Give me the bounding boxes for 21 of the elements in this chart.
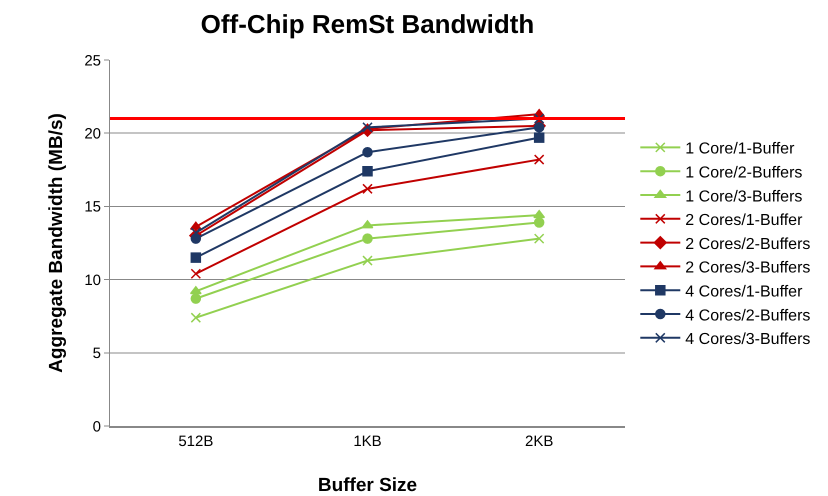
y-axis-title: Aggregate Bandwidth (MB/s) bbox=[46, 113, 67, 373]
x-axis-title: Buffer Size bbox=[318, 475, 418, 496]
legend-label: 4 Cores/3-Buffers bbox=[685, 331, 810, 348]
y-tick-label: 5 bbox=[92, 345, 101, 362]
legend-label: 4 Cores/1-Buffer bbox=[685, 283, 804, 300]
y-tick-label: 0 bbox=[92, 418, 101, 436]
legend-label: 4 Cores/2-Buffers bbox=[685, 307, 810, 324]
y-tick-label: 25 bbox=[84, 52, 101, 70]
legend-label: 1 Core/3-Buffers bbox=[685, 188, 802, 206]
legend-label: 1 Core/2-Buffers bbox=[685, 164, 802, 182]
y-tick-label: 10 bbox=[84, 272, 101, 289]
y-tick-label: 15 bbox=[84, 198, 101, 216]
x-tick-label: 512B bbox=[178, 433, 214, 450]
legend-label: 2 Cores/3-Buffers bbox=[685, 260, 810, 277]
legend-label: 2 Cores/1-Buffer bbox=[685, 212, 804, 230]
x-tick-label: 1KB bbox=[353, 433, 382, 450]
y-tick-label: 20 bbox=[84, 125, 101, 142]
legend-label: 2 Cores/2-Buffers bbox=[685, 236, 810, 253]
chart-title: Off-Chip RemSt Bandwidth bbox=[200, 9, 534, 40]
legend-label: 1 Core/1-Buffer bbox=[685, 140, 796, 158]
x-tick-label: 2KB bbox=[524, 433, 554, 450]
